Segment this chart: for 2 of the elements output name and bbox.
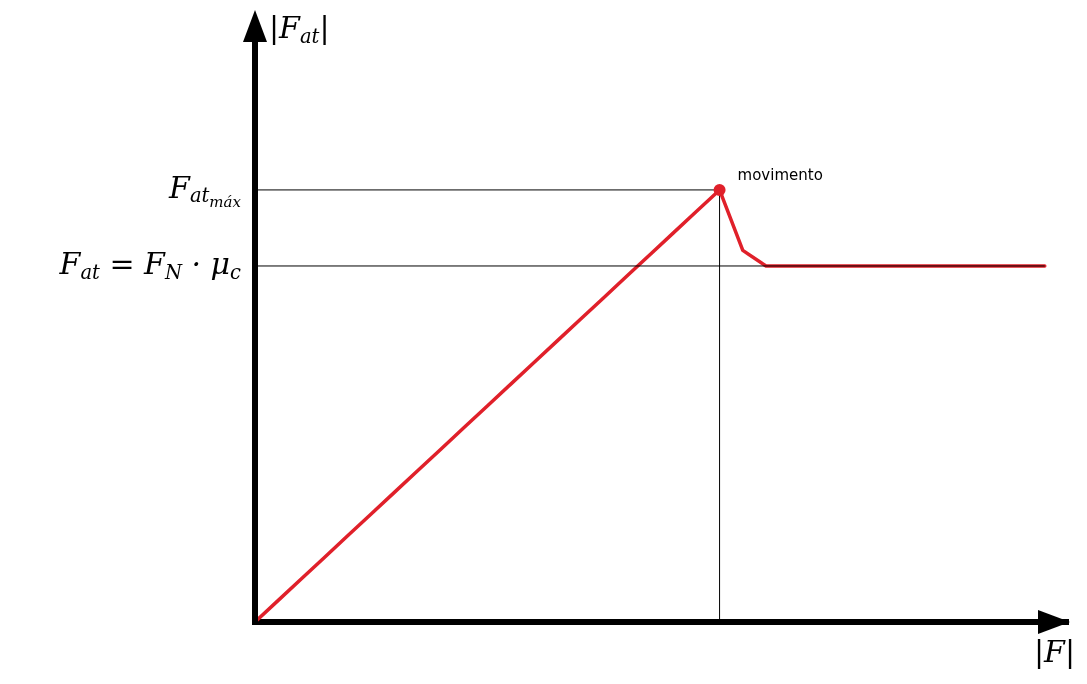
text: movimento — [737, 166, 823, 185]
x-axis-title: |F| — [1033, 633, 1075, 669]
